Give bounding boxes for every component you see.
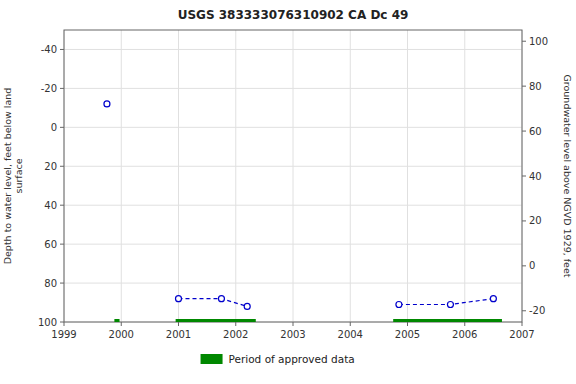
approved-period xyxy=(114,319,119,322)
x-tick-label: 2007 xyxy=(509,329,534,340)
data-point xyxy=(218,296,224,302)
y-tick-label: 80 xyxy=(44,278,57,289)
x-grid-line xyxy=(235,30,236,322)
y-tick-label: -20 xyxy=(41,83,57,94)
approved-period xyxy=(176,319,256,322)
x-grid-line xyxy=(121,30,122,322)
y2-tick-label: 20 xyxy=(529,215,542,226)
y-tick-label: 0 xyxy=(51,122,57,133)
y2-tick-label: 0 xyxy=(529,260,535,271)
x-tick xyxy=(121,322,122,326)
data-point xyxy=(104,101,110,107)
x-tick-label: 2006 xyxy=(452,329,477,340)
grid xyxy=(64,30,522,322)
y2-tick xyxy=(522,310,526,311)
y2-tick-label: 80 xyxy=(529,81,542,92)
x-tick-label: 2001 xyxy=(166,329,191,340)
series-line xyxy=(399,299,493,305)
x-tick-label: 2005 xyxy=(395,329,420,340)
data xyxy=(114,299,502,322)
data-point xyxy=(176,296,182,302)
x-tick xyxy=(235,322,236,326)
legend: Period of approved data xyxy=(201,353,355,365)
x-tick xyxy=(293,322,294,326)
y-tick-label: 40 xyxy=(44,200,57,211)
y-grid-line xyxy=(64,49,522,50)
x-tick xyxy=(464,322,465,326)
legend-swatch xyxy=(201,354,223,364)
chart-container: 1999200020012002200320042005200620071008… xyxy=(0,0,576,384)
y-tick xyxy=(60,205,64,206)
axes: 1999200020012002200320042005200620071008… xyxy=(38,36,548,340)
y-tick xyxy=(60,322,64,323)
y-tick xyxy=(60,127,64,128)
data-point xyxy=(447,301,453,307)
x-grid-line xyxy=(407,30,408,322)
y-grid-line xyxy=(64,127,522,128)
y-tick xyxy=(60,49,64,50)
y-tick-label: 20 xyxy=(44,161,57,172)
y2-tick xyxy=(522,86,526,87)
x-tick xyxy=(178,322,179,326)
x-grid-line xyxy=(293,30,294,322)
y-grid-line xyxy=(64,244,522,245)
y-axis-label-line: surface xyxy=(13,158,24,193)
x-grid-line xyxy=(178,30,179,322)
chart: 1999200020012002200320042005200620071008… xyxy=(0,0,576,384)
y-axis-label-line: Depth to water level, feet below land xyxy=(2,88,13,265)
markers xyxy=(104,101,496,309)
y2-tick xyxy=(522,265,526,266)
y2-tick-label: 100 xyxy=(529,36,548,47)
x-grid-line xyxy=(464,30,465,322)
x-tick xyxy=(407,322,408,326)
y2-tick xyxy=(522,176,526,177)
y2-tick xyxy=(522,131,526,132)
y2-axis-label: Groundwater level above NGVD 1929, feet xyxy=(562,74,573,277)
y-tick-label: -40 xyxy=(41,44,57,55)
y2-tick xyxy=(522,41,526,42)
y2-tick-label: -20 xyxy=(529,305,545,316)
series-line xyxy=(179,299,248,307)
x-tick xyxy=(522,322,523,326)
x-tick-label: 2003 xyxy=(280,329,305,340)
legend-label: Period of approved data xyxy=(229,353,355,365)
y-tick xyxy=(60,166,64,167)
y-tick-label: 60 xyxy=(44,239,57,250)
y-tick-label: 100 xyxy=(38,317,57,328)
y-grid-line xyxy=(64,283,522,284)
x-tick-label: 2002 xyxy=(223,329,248,340)
y-tick xyxy=(60,283,64,284)
y2-tick-label: 40 xyxy=(529,171,542,182)
x-tick xyxy=(64,322,65,326)
y-grid-line xyxy=(64,166,522,167)
y-tick xyxy=(60,88,64,89)
y-tick xyxy=(60,244,64,245)
y-grid-line xyxy=(64,205,522,206)
y2-tick-label: 60 xyxy=(529,126,542,137)
y2-tick xyxy=(522,220,526,221)
x-grid-line xyxy=(350,30,351,322)
y-grid-line xyxy=(64,88,522,89)
data-point xyxy=(244,303,250,309)
x-tick-label: 2000 xyxy=(109,329,134,340)
x-tick-label: 2004 xyxy=(338,329,363,340)
x-tick xyxy=(350,322,351,326)
title: USGS 383333076310902 CA Dc 49 xyxy=(178,8,409,22)
approved-period xyxy=(393,319,502,322)
data-point xyxy=(490,296,496,302)
x-tick-label: 1999 xyxy=(51,329,76,340)
y-axis-label: Depth to water level, feet below landsur… xyxy=(2,88,24,265)
data-point xyxy=(396,301,402,307)
plot-frame xyxy=(64,30,522,322)
